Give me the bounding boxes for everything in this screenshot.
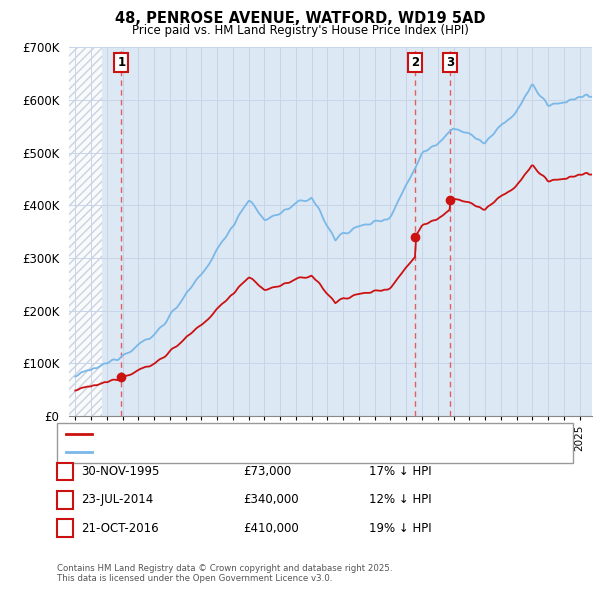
- Text: 2: 2: [61, 493, 70, 506]
- Text: £73,000: £73,000: [243, 465, 291, 478]
- Text: 1: 1: [117, 57, 125, 70]
- Text: 2: 2: [411, 57, 419, 70]
- Text: Contains HM Land Registry data © Crown copyright and database right 2025.
This d: Contains HM Land Registry data © Crown c…: [57, 563, 392, 583]
- Text: 12% ↓ HPI: 12% ↓ HPI: [369, 493, 431, 506]
- Text: 21-OCT-2016: 21-OCT-2016: [81, 522, 158, 535]
- Text: £340,000: £340,000: [243, 493, 299, 506]
- Text: £410,000: £410,000: [243, 522, 299, 535]
- Text: 30-NOV-1995: 30-NOV-1995: [81, 465, 160, 478]
- Text: 1: 1: [61, 465, 70, 478]
- Text: 48, PENROSE AVENUE, WATFORD, WD19 5AD: 48, PENROSE AVENUE, WATFORD, WD19 5AD: [115, 11, 485, 25]
- Text: HPI: Average price, semi-detached house, Three Rivers: HPI: Average price, semi-detached house,…: [96, 447, 397, 457]
- Bar: [69, 47, 102, 416]
- Text: 3: 3: [446, 57, 455, 70]
- Text: 23-JUL-2014: 23-JUL-2014: [81, 493, 153, 506]
- Text: Price paid vs. HM Land Registry's House Price Index (HPI): Price paid vs. HM Land Registry's House …: [131, 24, 469, 37]
- Text: 48, PENROSE AVENUE, WATFORD, WD19 5AD (semi-detached house): 48, PENROSE AVENUE, WATFORD, WD19 5AD (s…: [96, 429, 473, 439]
- Text: 17% ↓ HPI: 17% ↓ HPI: [369, 465, 431, 478]
- Text: 3: 3: [61, 522, 70, 535]
- Text: 19% ↓ HPI: 19% ↓ HPI: [369, 522, 431, 535]
